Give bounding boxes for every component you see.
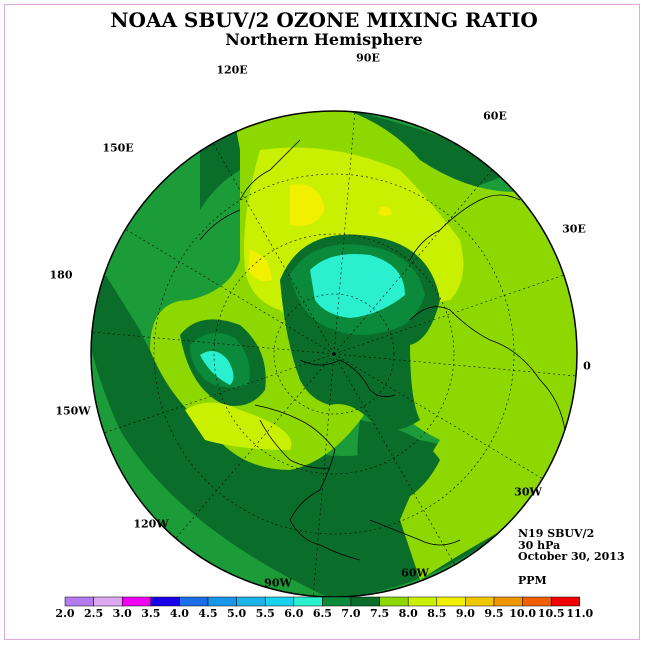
colorbar-label: 3.5	[141, 607, 161, 620]
colorbar-swatch	[179, 596, 209, 607]
figure-frame	[4, 4, 640, 640]
coastlines	[199, 139, 566, 561]
colorbar-label: 5.5	[255, 607, 275, 620]
colorbar-swatch	[493, 596, 523, 607]
colorbar-swatch	[379, 596, 409, 607]
lon-label-0: 0	[583, 359, 591, 373]
colorbar-label: 8.5	[427, 607, 447, 620]
colorbar-label: 10.0	[509, 607, 536, 620]
lon-label-60e: 60E	[483, 109, 507, 123]
colorbar-label: 5.0	[227, 607, 247, 620]
atlantic-dark	[357, 420, 440, 510]
colorbar-swatch	[293, 596, 323, 607]
colorbar-label: 9.0	[455, 607, 475, 620]
units-label: PPM	[518, 574, 547, 587]
colorbar-label: 6.0	[284, 607, 304, 620]
colorbar-swatch	[436, 596, 466, 607]
colorbar-label: 3.0	[112, 607, 132, 620]
colorbar-label: 4.0	[169, 607, 189, 620]
lon-label-30e: 30E	[562, 222, 586, 236]
yellow-patch-2	[248, 250, 272, 282]
colorbar-label: 4.5	[198, 607, 218, 620]
yellow-patch-3	[378, 206, 392, 216]
map-title: NOAA SBUV/2 OZONE MIXING RATIO	[110, 8, 538, 32]
colorbar-swatch	[121, 596, 152, 607]
lon-label-120w: 120W	[133, 517, 169, 531]
ozone-field	[91, 111, 577, 597]
colorbar-swatch	[150, 596, 180, 607]
colorbar	[64, 596, 581, 607]
colorbar-label: 2.5	[84, 607, 104, 620]
colorbar-swatch	[64, 596, 94, 607]
lon-label-60w: 60W	[401, 566, 429, 580]
lon-label-90w: 90W	[264, 576, 292, 590]
pacific-core	[200, 351, 234, 385]
lon-label-150e: 150E	[102, 141, 134, 155]
colorbar-swatch	[93, 596, 123, 607]
colorbar-swatch	[207, 596, 237, 607]
colorbar-label: 2.0	[55, 607, 75, 620]
colorbar-label: 9.5	[484, 607, 504, 620]
pressure-level-label: 30 hPa	[518, 539, 561, 552]
colorbar-swatch	[236, 596, 266, 607]
lon-label-30w: 30W	[514, 485, 542, 499]
lon-label-180: 180	[49, 268, 73, 282]
na-yellow-green	[185, 402, 292, 450]
colorbar-swatch	[350, 596, 380, 607]
colorbar-swatch	[465, 596, 495, 607]
colorbar-label: 7.5	[370, 607, 390, 620]
graticule	[91, 111, 577, 597]
instrument-label: N19 SBUV/2	[518, 527, 595, 540]
map-subtitle: Northern Hemisphere	[225, 30, 423, 49]
colorbar-label: 11.0	[566, 607, 594, 620]
colorbar-label: 8.0	[398, 607, 418, 620]
colorbar-label: 6.5	[312, 607, 332, 620]
colorbar-swatch	[322, 596, 352, 607]
colorbar-swatch	[407, 596, 438, 607]
colorbar-label: 10.5	[537, 607, 565, 620]
colorbar-swatch	[550, 596, 581, 607]
date-label: October 30, 2013	[518, 550, 625, 563]
yellow-patch-1	[290, 184, 325, 226]
vortex-core	[310, 254, 405, 318]
colorbar-swatch	[522, 596, 552, 607]
colorbar-swatch	[264, 596, 295, 607]
lon-label-90e: 90E	[356, 51, 380, 65]
lon-label-150w: 150W	[55, 404, 91, 418]
lon-label-120e: 120E	[216, 63, 248, 77]
colorbar-label: 7.0	[341, 607, 361, 620]
